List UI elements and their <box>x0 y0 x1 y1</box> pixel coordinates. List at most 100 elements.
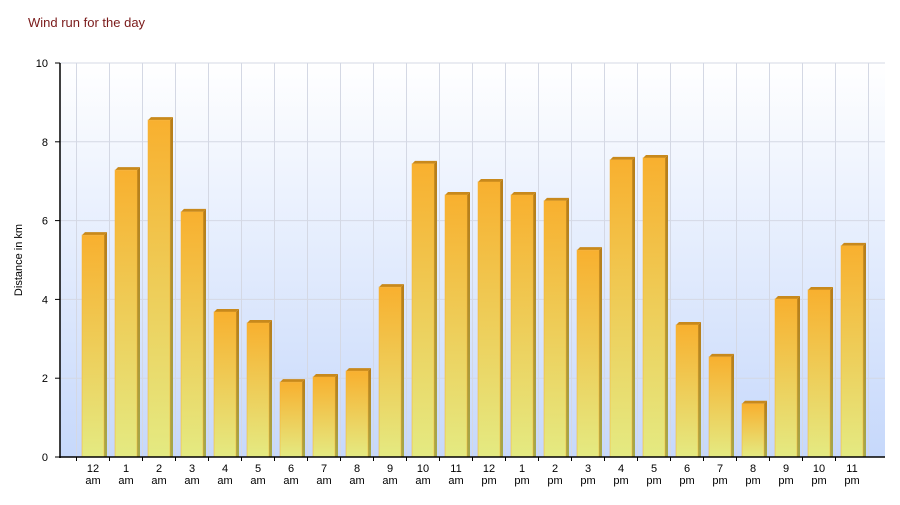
bar <box>543 197 569 458</box>
bar-face <box>147 119 171 458</box>
bar-face <box>642 157 666 458</box>
x-tick-label: 4 pm <box>613 463 628 487</box>
bar-side <box>269 320 272 457</box>
bar <box>675 322 701 458</box>
bar-side <box>566 197 569 457</box>
y-tick-label: 10 <box>36 58 48 70</box>
x-tick-label: 1 am <box>118 463 133 487</box>
bar <box>609 156 635 458</box>
x-tick-label: 2 am <box>151 463 166 487</box>
bar-side <box>104 232 107 457</box>
y-tick-label: 2 <box>42 373 48 385</box>
y-axis-label: Distance in km <box>13 224 25 296</box>
bar-side <box>797 296 800 457</box>
x-tick-label: 2 pm <box>547 463 562 487</box>
bar <box>312 374 338 458</box>
bar-top <box>115 167 140 171</box>
bar-top <box>445 191 470 195</box>
x-tick-label: 5 am <box>250 463 265 487</box>
bar-top <box>676 322 701 326</box>
bar-face <box>411 163 435 458</box>
bar-side <box>731 353 734 457</box>
bar-top <box>148 117 173 121</box>
bar <box>510 191 536 458</box>
bar-top <box>346 368 371 372</box>
bar-face <box>378 286 402 458</box>
bar <box>708 353 734 458</box>
bar-side <box>368 368 371 457</box>
bar-face <box>774 298 798 458</box>
bar-top <box>775 296 800 300</box>
bar-top <box>379 284 404 288</box>
bar-top <box>412 160 437 164</box>
bar-top <box>742 400 767 404</box>
x-tick-label: 9 am <box>382 463 397 487</box>
bar-side <box>434 160 437 457</box>
x-tick-label: 12 pm <box>481 463 496 487</box>
bar-top <box>214 309 239 313</box>
x-tick-label: 7 pm <box>712 463 727 487</box>
bar-face <box>180 211 204 458</box>
bar <box>279 379 305 458</box>
x-tick-label: 4 am <box>217 463 232 487</box>
bar-side <box>401 284 404 457</box>
bar <box>642 154 668 458</box>
bar-side <box>863 242 866 457</box>
bar-side <box>698 322 701 457</box>
bar-top <box>808 286 833 290</box>
bar-face <box>477 181 501 458</box>
bar <box>411 160 437 458</box>
bar <box>213 309 239 458</box>
x-tick-label: 10 am <box>415 463 430 487</box>
x-tick-label: 8 am <box>349 463 364 487</box>
x-tick-label: 7 am <box>316 463 331 487</box>
y-tick-label: 8 <box>42 137 48 149</box>
bar-side <box>335 374 338 457</box>
bar-side <box>500 178 503 457</box>
bar-top <box>544 197 569 201</box>
bar <box>114 167 140 458</box>
bar-top <box>610 156 635 160</box>
bar-face <box>543 200 567 458</box>
bar-face <box>279 381 303 458</box>
x-tick-label: 11 am <box>448 463 463 487</box>
bar-top <box>478 178 503 182</box>
bar <box>840 242 866 458</box>
x-tick-label: 6 pm <box>679 463 694 487</box>
x-tick-label: 5 pm <box>646 463 661 487</box>
bar-side <box>599 247 602 457</box>
bar <box>774 296 800 458</box>
bar <box>147 117 173 458</box>
bar-face <box>81 234 105 458</box>
bar-face <box>807 289 831 458</box>
bar-face <box>312 376 336 458</box>
x-tick-label: 1 pm <box>514 463 529 487</box>
bar <box>180 208 206 458</box>
bar-side <box>203 208 206 457</box>
bar-side <box>533 191 536 458</box>
x-tick-label: 3 pm <box>580 463 595 487</box>
y-tick-label: 6 <box>42 216 48 228</box>
bar <box>477 178 503 458</box>
bar-face <box>213 311 237 458</box>
bar-face <box>609 159 633 458</box>
bar-top <box>280 379 305 383</box>
bar-face <box>345 370 369 458</box>
bar-top <box>511 191 536 195</box>
bar-face <box>840 245 864 458</box>
bar <box>576 247 602 458</box>
bar-face <box>576 249 600 458</box>
bar-face <box>741 403 765 458</box>
bar <box>741 400 767 458</box>
bar <box>444 191 470 458</box>
bar-side <box>764 400 767 457</box>
chart-title: Wind run for the day <box>28 15 146 30</box>
x-tick-label: 9 pm <box>778 463 793 487</box>
bar-side <box>467 191 470 458</box>
bar-top <box>181 208 206 212</box>
y-tick-label: 0 <box>42 452 48 464</box>
bar-side <box>665 154 668 458</box>
bar-side <box>170 117 173 457</box>
